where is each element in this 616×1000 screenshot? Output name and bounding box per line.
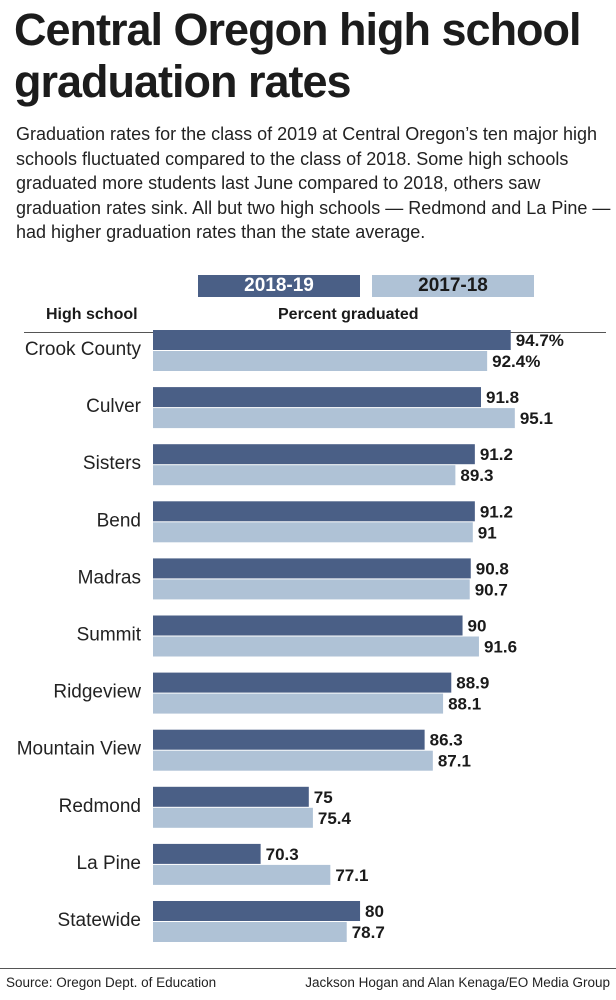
- value-label-2018-19-sisters: 91.2: [480, 445, 513, 464]
- bar-2017-18-ridgeview: [153, 693, 444, 714]
- credit-note: Jackson Hogan and Alan Kenaga/EO Media G…: [305, 975, 610, 990]
- bar-2018-19-la-pine: [153, 843, 261, 864]
- value-label-2018-19-madras: 90.8: [476, 559, 509, 578]
- bar-2018-19-redmond: [153, 786, 309, 807]
- value-label-2017-18-madras: 90.7: [475, 580, 508, 599]
- legend-swatch-2017-18: [372, 275, 534, 297]
- value-label-2018-19-mountain-view: 86.3: [430, 731, 463, 750]
- bar-2017-18-redmond: [153, 807, 313, 828]
- value-label-2017-18-culver: 95.1: [520, 409, 553, 428]
- value-label-2017-18-bend: 91: [478, 523, 497, 542]
- bar-2018-19-culver: [153, 387, 481, 408]
- value-label-2018-19-bend: 91.2: [480, 502, 513, 521]
- bar-2017-18-culver: [153, 408, 515, 429]
- bar-2017-18-statewide: [153, 922, 347, 942]
- chart-title: Central Oregon high school graduation ra…: [14, 4, 582, 107]
- value-label-2017-18-summit: 91.6: [484, 638, 517, 657]
- legend-label-2017-18: 2017-18: [418, 275, 488, 296]
- category-label-sisters: Sisters: [83, 453, 141, 474]
- bar-2018-19-mountain-view: [153, 729, 425, 750]
- bar-2018-19-madras: [153, 558, 471, 579]
- legend-swatch-2018-19: [198, 275, 360, 297]
- bar-2017-18-mountain-view: [153, 750, 433, 771]
- source-note: Source: Oregon Dept. of Education: [6, 975, 217, 990]
- category-label-la-pine: La Pine: [77, 853, 141, 874]
- bar-2018-19-ridgeview: [153, 672, 452, 693]
- column-header-high-school: High school: [46, 306, 138, 323]
- category-label-madras: Madras: [78, 567, 141, 588]
- bar-2017-18-sisters: [153, 465, 456, 486]
- bar-2017-18-bend: [153, 522, 473, 543]
- category-label-redmond: Redmond: [59, 796, 141, 817]
- value-label-2017-18-redmond: 75.4: [318, 809, 352, 828]
- value-label-2018-19-la-pine: 70.3: [266, 845, 299, 864]
- bar-2017-18-summit: [153, 636, 479, 657]
- value-label-2018-19-statewide: 80: [365, 902, 384, 921]
- value-label-2018-19-redmond: 75: [314, 788, 333, 807]
- bar-2018-19-summit: [153, 615, 463, 636]
- value-label-2017-18-ridgeview: 88.1: [448, 695, 481, 714]
- value-label-2018-19-summit: 90: [468, 617, 487, 636]
- category-label-statewide: Statewide: [58, 910, 141, 931]
- category-label-bend: Bend: [97, 510, 141, 531]
- value-label-2017-18-sisters: 89.3: [460, 466, 493, 485]
- category-label-crook-county: Crook County: [25, 339, 142, 360]
- chart-subtitle: Graduation rates for the class of 2019 a…: [16, 124, 611, 242]
- bar-2017-18-madras: [153, 579, 470, 600]
- category-label-culver: Culver: [86, 396, 142, 417]
- category-label-mountain-view: Mountain View: [17, 739, 142, 760]
- bar-2017-18-crook-county: [153, 351, 488, 371]
- value-label-2018-19-culver: 91.8: [486, 388, 519, 407]
- footer-rule: [0, 968, 616, 969]
- category-label-ridgeview: Ridgeview: [53, 682, 141, 703]
- bar-2018-19-sisters: [153, 444, 475, 465]
- legend-label-2018-19: 2018-19: [244, 275, 314, 296]
- column-header-percent-graduated: Percent graduated: [278, 306, 419, 323]
- bar-2018-19-statewide: [153, 901, 361, 921]
- value-label-2018-19-ridgeview: 88.9: [456, 674, 489, 693]
- value-label-2017-18-statewide: 78.7: [352, 923, 385, 942]
- value-label-2017-18-mountain-view: 87.1: [438, 752, 471, 771]
- value-label-2018-19-crook-county: 94.7%: [516, 331, 564, 350]
- bar-2018-19-bend: [153, 501, 475, 522]
- bar-2018-19-crook-county: [153, 330, 511, 350]
- value-label-2017-18-crook-county: 92.4%: [492, 352, 540, 371]
- bar-2017-18-la-pine: [153, 864, 331, 885]
- category-label-summit: Summit: [77, 625, 142, 646]
- value-label-2017-18-la-pine: 77.1: [335, 866, 368, 885]
